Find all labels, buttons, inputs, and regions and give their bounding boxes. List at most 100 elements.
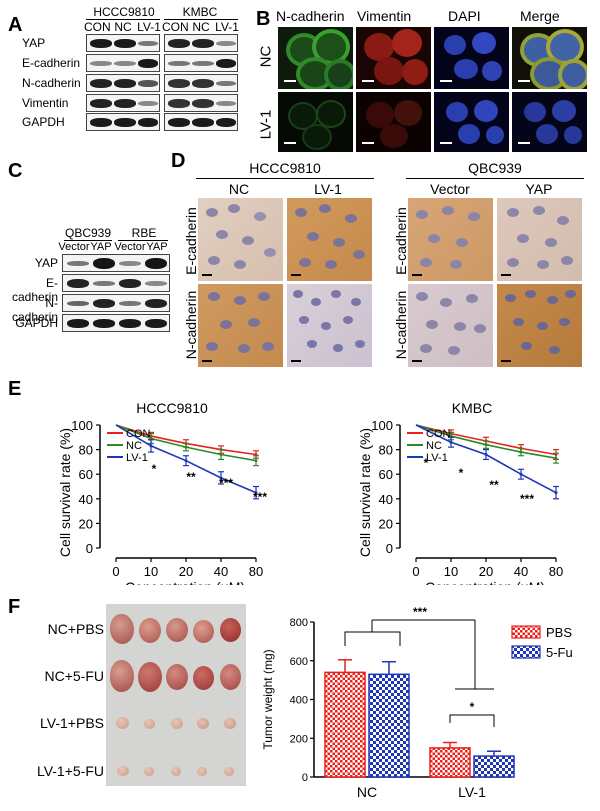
significance-marker: **: [489, 478, 499, 492]
data-point: [149, 444, 153, 448]
panel-label-c: C: [8, 160, 23, 182]
ihc-image: [287, 198, 372, 281]
panel-label-b: B: [256, 8, 271, 30]
x-tick-label: NC: [357, 784, 377, 800]
x-tick-label: 80: [249, 564, 263, 579]
if-column-label: N-cadherin: [276, 8, 345, 24]
significance-marker: ***: [219, 476, 233, 490]
ihc-column-label: Vector: [430, 181, 470, 197]
legend-label: 5-Fu: [546, 645, 573, 660]
if-image-merge-lv1: [512, 92, 587, 152]
blot-c-lane: Vector: [58, 241, 90, 253]
tumor-row-label: LV-1+5-FU: [36, 763, 104, 779]
x-tick-label: 20: [179, 564, 193, 579]
bracket-nc: [344, 631, 401, 646]
blot-a-lane: NC: [114, 20, 132, 34]
tumor-sample: [224, 718, 236, 729]
y-tick-label: 200: [290, 733, 308, 745]
y-tick-label: 60: [79, 467, 93, 482]
x-tick-label: 0: [412, 564, 419, 579]
tumor-sample: [144, 767, 154, 776]
significance-marker: **: [186, 470, 196, 484]
tumor-sample: [138, 662, 162, 692]
blot-a-row-label: YAP: [22, 36, 46, 50]
significance-marker: ***: [413, 605, 427, 619]
y-tick-label: 0: [386, 541, 393, 556]
ihc-row-label: E-cadherin: [393, 207, 409, 275]
tumor-row-label: LV-1+PBS: [40, 715, 104, 731]
blot-a-lane: LV-1: [137, 20, 161, 34]
ihc-column-label: YAP: [525, 181, 553, 197]
tumor-sample: [166, 618, 188, 642]
blot-strip: [86, 94, 160, 112]
y-tick-label: 60: [379, 467, 393, 482]
data-point: [184, 445, 188, 449]
bar-5-fu: [473, 755, 515, 778]
y-tick-label: 0: [302, 772, 308, 784]
if-image-merge-nc: [512, 27, 587, 89]
y-axis-label: Tumor weight (mg): [261, 649, 275, 749]
x-tick-label: 40: [214, 564, 228, 579]
tumor-sample: [144, 719, 155, 729]
data-point: [554, 456, 558, 460]
blot-c-row-label: GAPDH: [15, 316, 58, 330]
blot-c-group-1: QBC939: [64, 226, 112, 240]
data-point: [484, 453, 488, 457]
if-column-label: Merge: [520, 8, 560, 24]
blot-strip: [62, 274, 170, 292]
x-axis-label: Concentration (μM): [425, 579, 545, 585]
x-tick-label: LV-1: [458, 784, 486, 800]
tumor-sample: [171, 718, 183, 729]
x-tick-label: 20: [479, 564, 493, 579]
blot-a-lane: CON: [162, 20, 189, 34]
data-point: [519, 472, 523, 476]
tumor-sample: [139, 618, 161, 643]
blot-a-row-label: N-cadherin: [22, 76, 81, 90]
ihc-image: [497, 198, 582, 281]
blot-a-lane: CON: [84, 20, 111, 34]
x-tick-label: 80: [549, 564, 563, 579]
blot-strip: [164, 54, 238, 72]
data-point: [219, 476, 223, 480]
tumor-sample: [117, 766, 129, 776]
data-point: [254, 491, 258, 495]
legend-label: LV-1: [126, 452, 148, 464]
y-axis-label: Cell survival rate (%): [357, 428, 373, 557]
chart-survival-kmbc: KMBC 0 20 40 60 80 100 0 10 20 40 80 Concentration (…: [357, 400, 563, 585]
ihc-image: [497, 284, 582, 367]
significance-marker: *: [459, 466, 464, 480]
blot-strip: [164, 34, 238, 52]
legend-swatch: [511, 625, 541, 639]
panel-e-charts: HCCC9810020406080100010204080Concentrati…: [57, 400, 563, 585]
y-tick-label: 600: [290, 656, 308, 668]
legend-label: CON: [126, 428, 151, 440]
tumor-sample: [116, 717, 129, 729]
bar-pbs: [429, 747, 471, 778]
y-tick-label: 100: [71, 418, 93, 433]
blot-a-group-1: HCCC9810: [93, 5, 155, 19]
y-tick-label: 20: [379, 516, 393, 531]
blot-a-row-label: GAPDH: [22, 115, 65, 129]
tumor-sample: [193, 666, 214, 690]
blot-c-row-label: YAP: [34, 256, 58, 270]
y-axis-label: Cell survival rate (%): [57, 428, 73, 557]
ihc-image: [408, 198, 493, 281]
blot-strip: [164, 74, 238, 92]
data-point: [449, 440, 453, 444]
legend-swatch: [511, 645, 541, 659]
chart-survival-hccc9810: HCCC9810 0 20 40 60 80 100 0 10 20 40 80 Concentrati…: [57, 400, 267, 585]
tumor-row-label: NC+5-FU: [44, 668, 104, 684]
chart-title: KMBC: [452, 400, 492, 416]
if-image-ncad-lv1: [278, 92, 353, 152]
ihc-column-label: LV-1: [314, 181, 342, 197]
data-point: [519, 450, 523, 454]
significance-marker: *: [424, 456, 429, 470]
tumor-sample: [110, 660, 134, 692]
significance-marker: *: [152, 462, 157, 476]
legend-label: LV-1: [426, 452, 448, 464]
x-tick-label: 40: [514, 564, 528, 579]
tumor-sample: [193, 620, 214, 643]
ihc-image: [198, 198, 283, 281]
ihc-row-label: E-cadherin: [183, 207, 199, 275]
ihc-image: [408, 284, 493, 367]
